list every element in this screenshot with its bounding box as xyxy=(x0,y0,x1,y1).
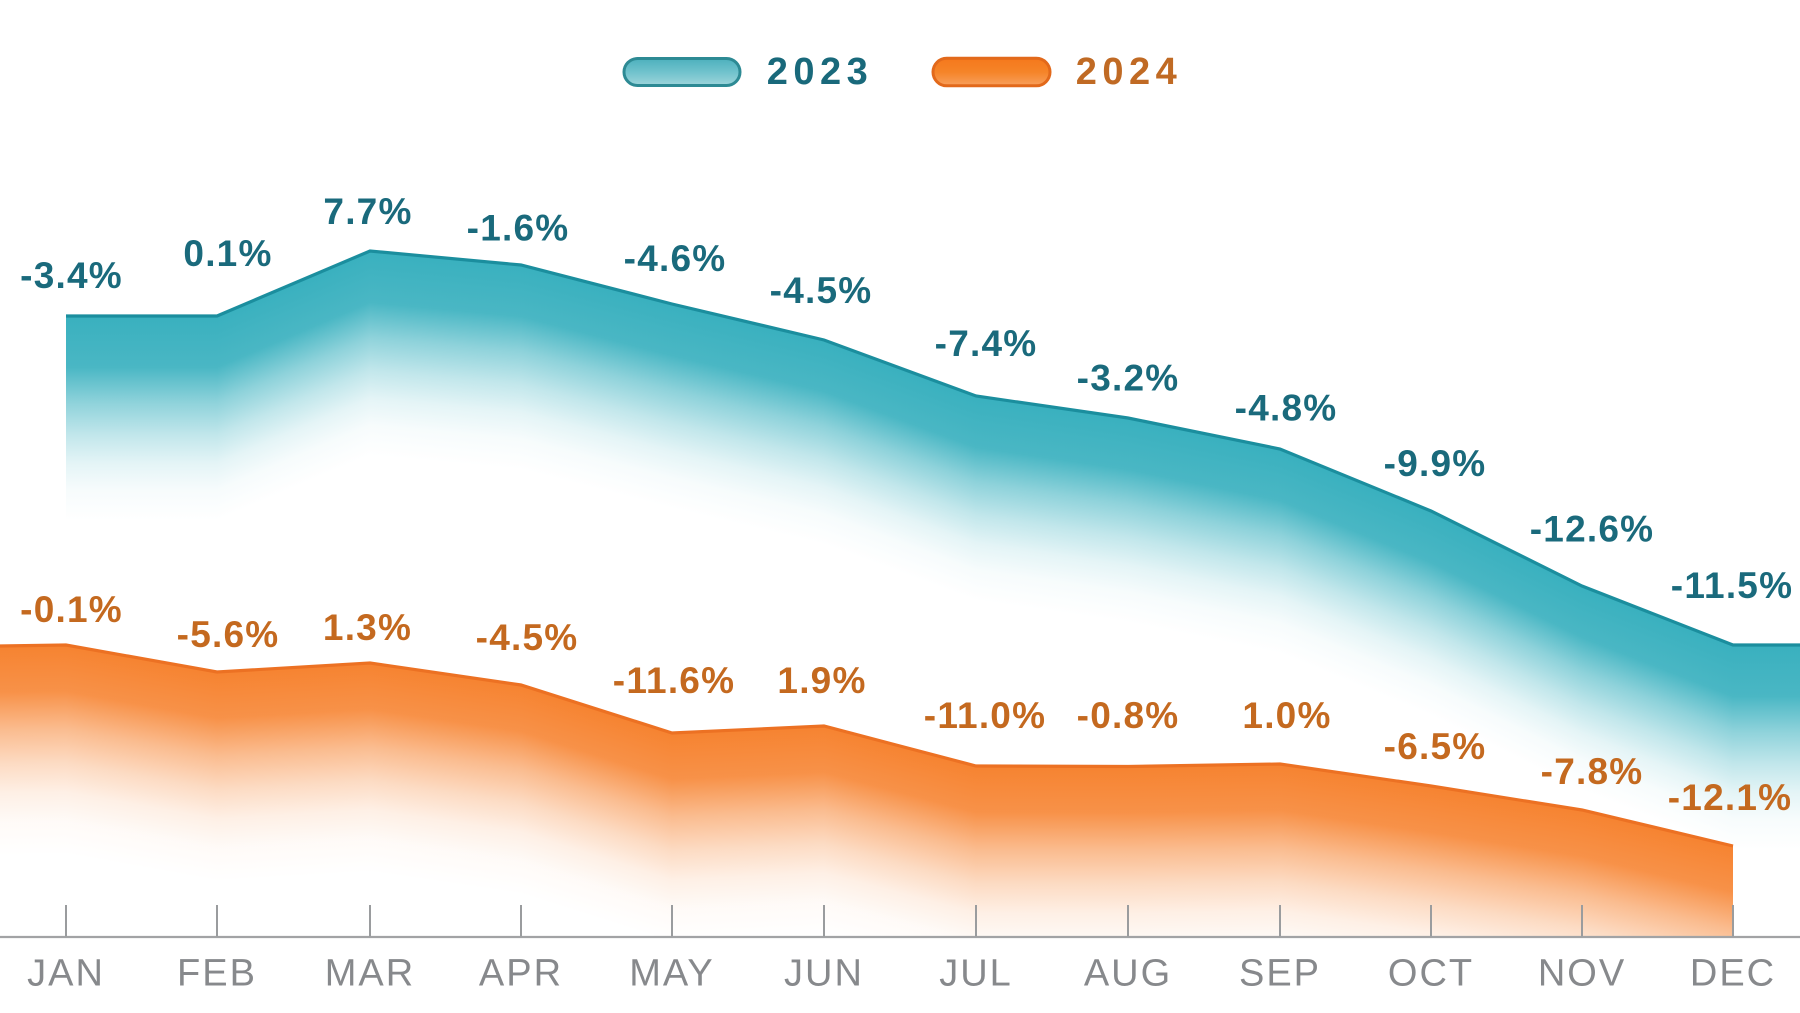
svg-text:OCT: OCT xyxy=(1388,953,1474,995)
svg-text:NOV: NOV xyxy=(1538,953,1626,995)
svg-text:-4.5%: -4.5% xyxy=(476,617,579,658)
svg-text:-3.2%: -3.2% xyxy=(1077,358,1180,399)
svg-text:-6.5%: -6.5% xyxy=(1384,726,1487,767)
svg-text:SEP: SEP xyxy=(1239,953,1321,995)
svg-text:JUN: JUN xyxy=(784,953,864,995)
svg-text:JUL: JUL xyxy=(939,953,1013,995)
svg-text:-4.8%: -4.8% xyxy=(1235,388,1338,429)
svg-text:-11.0%: -11.0% xyxy=(924,695,1046,736)
svg-text:-9.9%: -9.9% xyxy=(1384,443,1487,484)
svg-text:2024: 2024 xyxy=(1076,51,1183,93)
svg-text:AUG: AUG xyxy=(1084,953,1172,995)
svg-text:-11.5%: -11.5% xyxy=(1671,565,1793,606)
svg-text:1.9%: 1.9% xyxy=(777,660,866,701)
svg-text:7.7%: 7.7% xyxy=(323,191,412,232)
svg-text:1.3%: 1.3% xyxy=(323,607,412,648)
svg-text:2023: 2023 xyxy=(767,51,874,93)
svg-text:-7.4%: -7.4% xyxy=(935,323,1038,364)
svg-text:FEB: FEB xyxy=(177,953,257,995)
svg-text:-12.6%: -12.6% xyxy=(1530,509,1654,550)
svg-text:MAR: MAR xyxy=(325,953,415,995)
svg-text:-4.6%: -4.6% xyxy=(624,238,727,279)
svg-text:APR: APR xyxy=(479,953,563,995)
svg-text:-7.8%: -7.8% xyxy=(1541,751,1644,792)
svg-text:-11.6%: -11.6% xyxy=(613,660,735,701)
svg-text:-4.5%: -4.5% xyxy=(770,270,873,311)
svg-text:-0.8%: -0.8% xyxy=(1077,695,1180,736)
svg-text:-1.6%: -1.6% xyxy=(467,208,570,249)
svg-text:1.0%: 1.0% xyxy=(1242,695,1331,736)
svg-text:-0.1%: -0.1% xyxy=(20,589,123,630)
svg-text:-3.4%: -3.4% xyxy=(20,255,123,296)
svg-text:0.1%: 0.1% xyxy=(183,233,272,274)
svg-text:MAY: MAY xyxy=(629,953,715,995)
svg-text:DEC: DEC xyxy=(1690,953,1776,995)
svg-text:JAN: JAN xyxy=(27,953,105,995)
svg-text:-5.6%: -5.6% xyxy=(177,614,280,655)
svg-text:-12.1%: -12.1% xyxy=(1668,777,1792,818)
